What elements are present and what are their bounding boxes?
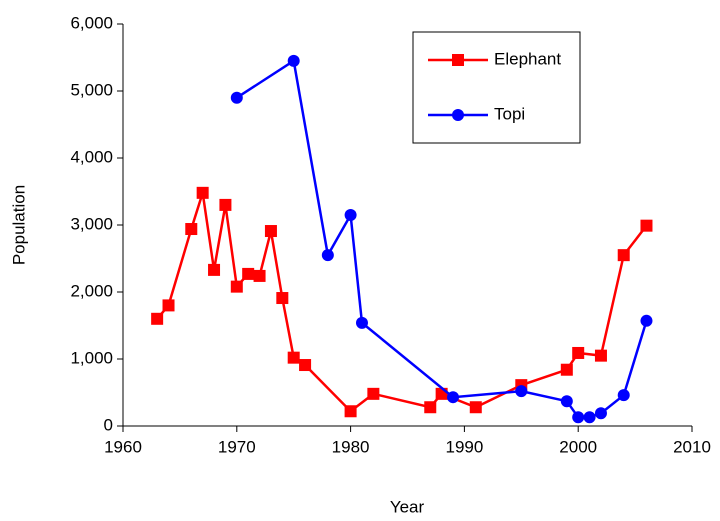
y-tick-label: 1,000 (70, 348, 113, 367)
point (617, 389, 630, 402)
point (287, 351, 300, 364)
point (617, 249, 630, 262)
x-tick-label: 1980 (332, 437, 370, 456)
y-tick-label: 3,000 (70, 214, 113, 233)
point (560, 395, 573, 408)
x-tick-label: 1970 (218, 437, 256, 456)
y-tick-label: 6,000 (70, 13, 113, 32)
point (572, 411, 585, 424)
point (640, 219, 653, 232)
x-axis-label: Year (390, 497, 425, 516)
y-axis-label: Population (9, 185, 28, 265)
point (321, 249, 334, 262)
point (230, 91, 243, 104)
point (185, 223, 198, 236)
point (253, 269, 266, 282)
x-tick-label: 1960 (104, 437, 142, 456)
point (344, 208, 357, 221)
point (287, 54, 300, 67)
point (242, 267, 255, 280)
series-line (156, 192, 648, 413)
y-tick-label: 2,000 (70, 281, 113, 300)
point (435, 387, 448, 400)
point (515, 385, 528, 398)
point (594, 349, 607, 362)
point (447, 391, 460, 404)
point (230, 280, 243, 293)
legend-marker (452, 54, 464, 66)
point (560, 363, 573, 376)
x-tick-label: 2000 (559, 437, 597, 456)
point (219, 198, 232, 211)
point (367, 387, 380, 400)
point (299, 359, 312, 372)
point (640, 314, 653, 327)
y-tick-label: 5,000 (70, 80, 113, 99)
legend-marker (452, 109, 464, 121)
y-tick-label: 4,000 (70, 147, 113, 166)
point (355, 316, 368, 329)
legend-label: Elephant (494, 49, 561, 68)
point (196, 186, 209, 199)
point (583, 411, 596, 424)
point (208, 263, 221, 276)
point (572, 346, 585, 359)
legend-label: Topi (494, 104, 525, 123)
point (469, 401, 482, 414)
point (344, 405, 357, 418)
y-tick-label: 0 (104, 415, 113, 434)
point (424, 401, 437, 414)
legend-box (412, 31, 581, 144)
x-tick-label: 2010 (673, 437, 711, 456)
x-tick-label: 1990 (445, 437, 483, 456)
point (276, 292, 289, 305)
point (162, 299, 175, 312)
point (594, 407, 607, 420)
point (151, 312, 164, 325)
point (264, 225, 277, 238)
